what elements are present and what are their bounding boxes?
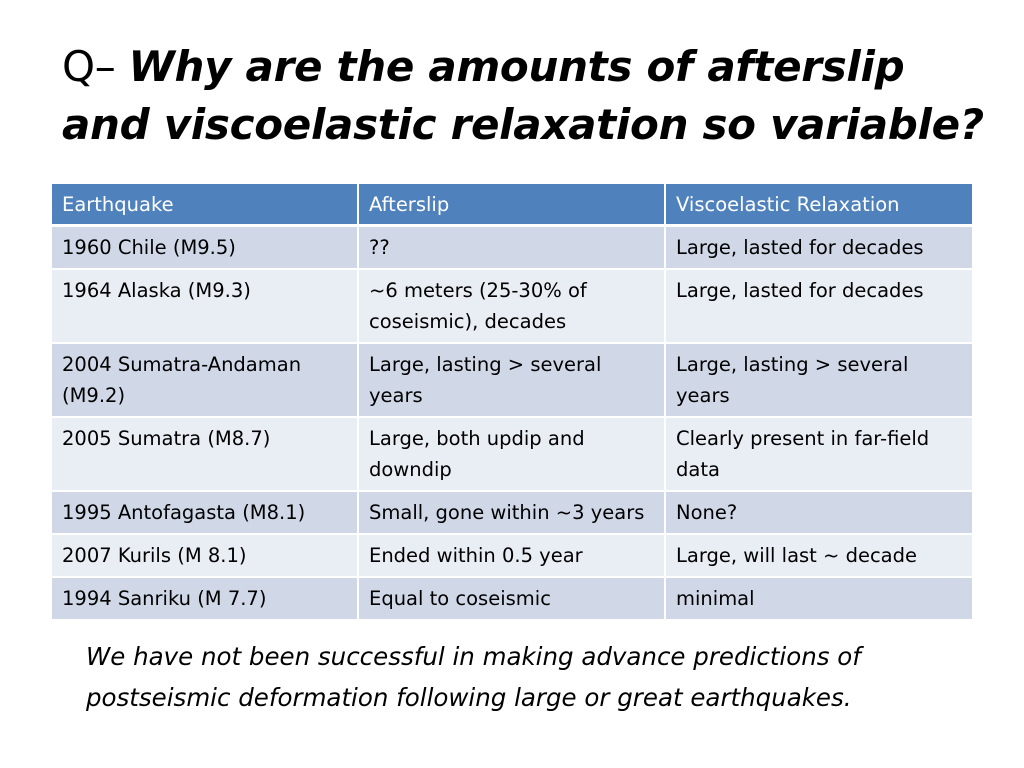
title-question: Why are the amounts of afterslip and vis… — [62, 42, 984, 149]
cell-afterslip: Equal to coseismic — [358, 577, 666, 621]
slide-title: Q– Why are the amounts of afterslip and … — [62, 38, 1002, 154]
cell-viscoelastic-relaxation: None? — [665, 491, 972, 535]
table-row: 2004 Sumatra-Andaman (M9.2) Large, lasti… — [52, 343, 972, 418]
header-afterslip: Afterslip — [358, 184, 666, 227]
cell-viscoelastic-relaxation: Clearly present in far-field data — [665, 417, 972, 492]
cell-viscoelastic-relaxation: Large, lasted for decades — [665, 269, 972, 344]
table-row: 1995 Antofagasta (M8.1) Small, gone with… — [52, 491, 972, 535]
cell-earthquake: 1960 Chile (M9.5) — [52, 225, 359, 270]
cell-viscoelastic-relaxation: Large, will last ~ decade — [665, 534, 972, 578]
cell-earthquake: 2004 Sumatra-Andaman (M9.2) — [52, 343, 359, 418]
cell-earthquake: 1994 Sanriku (M 7.7) — [52, 577, 359, 621]
cell-afterslip: Ended within 0.5 year — [358, 534, 666, 578]
cell-afterslip: Large, both updip and downdip — [358, 417, 666, 492]
header-viscoelastic-relaxation: Viscoelastic Relaxation — [665, 184, 972, 227]
cell-viscoelastic-relaxation: minimal — [665, 577, 972, 621]
cell-earthquake: 1964 Alaska (M9.3) — [52, 269, 359, 344]
table-row: 1960 Chile (M9.5) ?? Large, lasted for d… — [52, 225, 972, 270]
table-row: 1964 Alaska (M9.3) ~6 meters (25-30% of … — [52, 269, 972, 344]
earthquake-table: Earthquake Afterslip Viscoelastic Relaxa… — [52, 184, 972, 621]
cell-earthquake: 2005 Sumatra (M8.7) — [52, 417, 359, 492]
table-header-row: Earthquake Afterslip Viscoelastic Relaxa… — [52, 184, 972, 227]
conclusion-note: We have not been successful in making ad… — [86, 642, 861, 712]
cell-afterslip: Large, lasting > several years — [358, 343, 666, 418]
table-row: 1994 Sanriku (M 7.7) Equal to coseismic … — [52, 577, 972, 621]
cell-earthquake: 2007 Kurils (M 8.1) — [52, 534, 359, 578]
table-row: 2007 Kurils (M 8.1) Ended within 0.5 yea… — [52, 534, 972, 578]
table-row: 2005 Sumatra (M8.7) Large, both updip an… — [52, 417, 972, 492]
cell-viscoelastic-relaxation: Large, lasted for decades — [665, 225, 972, 270]
cell-earthquake: 1995 Antofagasta (M8.1) — [52, 491, 359, 535]
title-prefix: Q– — [62, 42, 116, 91]
cell-viscoelastic-relaxation: Large, lasting > several years — [665, 343, 972, 418]
cell-afterslip: ?? — [358, 225, 666, 270]
cell-afterslip: ~6 meters (25-30% of coseismic), decades — [358, 269, 666, 344]
header-earthquake: Earthquake — [52, 184, 359, 227]
cell-afterslip: Small, gone within ~3 years — [358, 491, 666, 535]
